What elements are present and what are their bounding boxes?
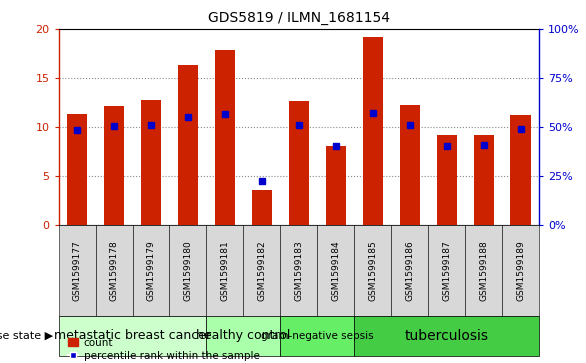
Bar: [280, 316, 355, 356]
Text: GSM1599185: GSM1599185: [368, 240, 377, 301]
Text: healthy control: healthy control: [196, 329, 291, 342]
Bar: [67, 114, 87, 225]
Text: GSM1599182: GSM1599182: [257, 240, 267, 301]
Bar: [428, 225, 465, 316]
Bar: [206, 316, 280, 356]
Text: metastatic breast cancer: metastatic breast cancer: [54, 329, 211, 342]
Bar: [59, 316, 206, 356]
Text: GSM1599179: GSM1599179: [146, 240, 155, 301]
Text: GSM1599178: GSM1599178: [110, 240, 118, 301]
Bar: [289, 101, 309, 225]
Bar: [391, 225, 428, 316]
Text: GSM1599189: GSM1599189: [516, 240, 525, 301]
Bar: [132, 225, 169, 316]
Bar: [437, 135, 457, 225]
Text: GSM1599184: GSM1599184: [331, 240, 340, 301]
Bar: [318, 225, 355, 316]
Text: disease state ▶: disease state ▶: [0, 331, 53, 341]
Bar: [214, 50, 235, 225]
Legend: count, percentile rank within the sample: count, percentile rank within the sample: [64, 334, 264, 363]
Text: tuberculosis: tuberculosis: [405, 329, 489, 343]
Bar: [243, 225, 280, 316]
Text: GSM1599181: GSM1599181: [220, 240, 230, 301]
Bar: [96, 225, 132, 316]
Title: GDS5819 / ILMN_1681154: GDS5819 / ILMN_1681154: [208, 11, 390, 25]
Text: GSM1599183: GSM1599183: [294, 240, 304, 301]
Bar: [104, 106, 124, 225]
Text: GSM1599187: GSM1599187: [442, 240, 451, 301]
Bar: [363, 37, 383, 225]
Bar: [178, 65, 198, 225]
Bar: [252, 190, 272, 225]
Bar: [59, 225, 96, 316]
Text: GSM1599180: GSM1599180: [183, 240, 192, 301]
Text: GSM1599186: GSM1599186: [406, 240, 414, 301]
Text: gram-negative sepsis: gram-negative sepsis: [261, 331, 374, 341]
Bar: [326, 146, 346, 225]
Bar: [141, 99, 161, 225]
Bar: [510, 115, 531, 225]
Bar: [169, 225, 206, 316]
Bar: [502, 225, 539, 316]
Bar: [355, 316, 539, 356]
Bar: [400, 106, 420, 225]
Bar: [355, 225, 391, 316]
Bar: [280, 225, 318, 316]
Text: GSM1599188: GSM1599188: [479, 240, 488, 301]
Bar: [465, 225, 502, 316]
Bar: [206, 225, 243, 316]
Bar: [473, 135, 494, 225]
Text: GSM1599177: GSM1599177: [73, 240, 81, 301]
